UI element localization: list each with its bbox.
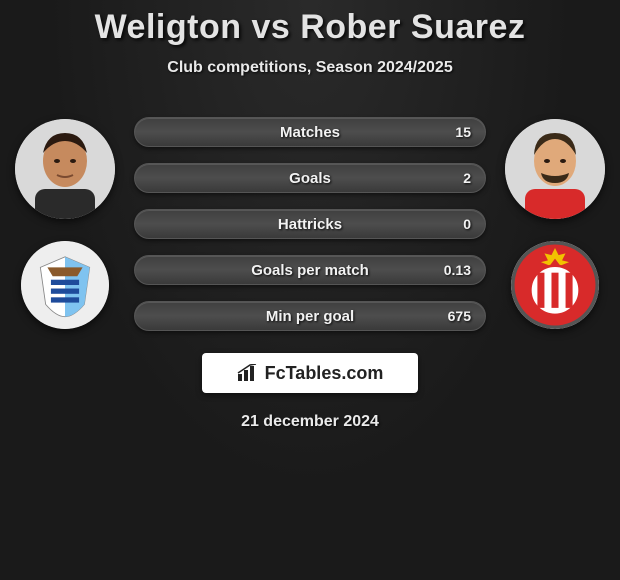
player1-crest-svg	[21, 241, 109, 329]
stat-label: Goals	[135, 164, 485, 192]
player2-club-crest	[511, 241, 599, 329]
player2-crest-svg	[511, 241, 599, 329]
stat-bar-hattricks: Hattricks 0	[134, 209, 486, 239]
stat-value-right: 2	[463, 164, 471, 192]
page-title: Weligton vs Rober Suarez	[0, 8, 620, 47]
stat-label: Min per goal	[135, 302, 485, 330]
comparison-card: Weligton vs Rober Suarez Club competitio…	[0, 0, 620, 431]
main-row: Matches 15 Goals 2 Hattricks 0 Goals per…	[0, 105, 620, 331]
stat-value-right: 0	[463, 210, 471, 238]
stat-label: Matches	[135, 118, 485, 146]
stat-bar-goals-per-match: Goals per match 0.13	[134, 255, 486, 285]
bars-icon	[237, 364, 259, 382]
player1-name: Weligton	[95, 8, 242, 46]
player1-club-crest	[21, 241, 109, 329]
stat-bar-min-per-goal: Min per goal 675	[134, 301, 486, 331]
stat-value-right: 0.13	[444, 256, 471, 284]
right-column	[496, 105, 614, 329]
player2-avatar-svg	[505, 119, 605, 219]
date-line: 21 december 2024	[0, 413, 620, 431]
vs-separator: vs	[251, 8, 290, 46]
left-column	[6, 105, 124, 329]
player1-avatar-svg	[15, 119, 115, 219]
player2-avatar	[505, 119, 605, 219]
player1-avatar	[15, 119, 115, 219]
stat-bar-matches: Matches 15	[134, 117, 486, 147]
stat-bars: Matches 15 Goals 2 Hattricks 0 Goals per…	[124, 105, 496, 331]
stat-label: Hattricks	[135, 210, 485, 238]
stat-value-right: 15	[455, 118, 471, 146]
player2-name: Rober Suarez	[300, 8, 525, 46]
subtitle: Club competitions, Season 2024/2025	[0, 59, 620, 77]
branding-text: FcTables.com	[265, 363, 384, 384]
stat-bar-goals: Goals 2	[134, 163, 486, 193]
branding-badge[interactable]: FcTables.com	[202, 353, 418, 393]
stat-label: Goals per match	[135, 256, 485, 284]
stat-value-right: 675	[448, 302, 471, 330]
